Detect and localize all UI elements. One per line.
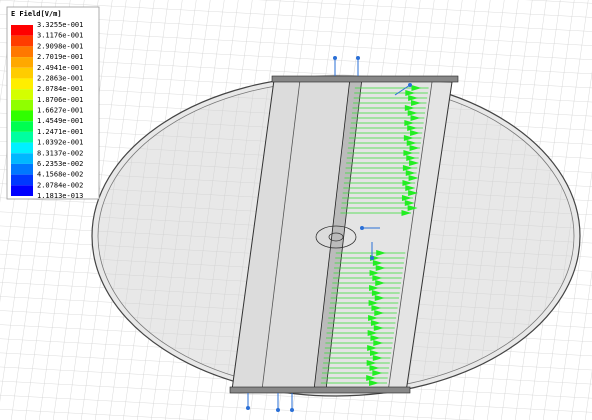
bottom-edge: [230, 387, 410, 393]
legend-swatch: [11, 143, 33, 154]
top-edge: [272, 76, 458, 82]
legend-title: E Field[V/m]: [11, 10, 62, 18]
legend-swatch: [11, 153, 33, 164]
legend-label: 2.7019e-001: [37, 53, 83, 61]
page: E Field[V/m] 3.3255e-001 3.1176e-001 2.909…: [0, 0, 592, 420]
legend-label: 3.1176e-001: [37, 32, 83, 40]
normal-arrow-head: [290, 408, 294, 412]
legend-swatch: [11, 132, 33, 143]
normal-arrow-head: [333, 56, 337, 60]
legend-swatch: [11, 100, 33, 111]
legend-label: 3.3255e-001: [37, 21, 83, 29]
legend-label: 2.0784e-002: [37, 181, 83, 189]
normal-arrow-head: [356, 56, 360, 60]
legend: 3.3255e-001 3.1176e-001 2.9098e-001 2.7019e…: [11, 21, 83, 200]
legend-swatch: [11, 121, 33, 132]
legend-label: 8.3137e-002: [37, 149, 83, 157]
legend-label: 1.0392e-001: [37, 139, 83, 147]
legend-label: 1.4549e-001: [37, 117, 83, 125]
normal-arrow-head: [276, 408, 280, 412]
legend-label: 4.1568e-002: [37, 171, 83, 179]
normal-arrow-head: [370, 256, 374, 260]
legend-swatch: [11, 185, 33, 196]
legend-label: 2.0784e-001: [37, 85, 83, 93]
legend-label: 2.9098e-001: [37, 42, 83, 50]
legend-swatch: [11, 78, 33, 89]
legend-label: 2.2863e-001: [37, 74, 83, 82]
legend-swatch: [11, 164, 33, 175]
legend-label: 1.8706e-001: [37, 96, 83, 104]
legend-swatch: [11, 36, 33, 47]
legend-swatch: [11, 111, 33, 122]
legend-swatch: [11, 57, 33, 68]
legend-label: 1.1813e-013: [37, 192, 83, 200]
legend-swatch: [11, 46, 33, 57]
field-plot-view: E Field[V/m] 3.3255e-001 3.1176e-001 2.909…: [0, 0, 592, 420]
normal-arrow-head: [360, 226, 364, 230]
legend-swatch: [11, 175, 33, 186]
normal-arrow-head: [246, 406, 250, 410]
legend-label: 2.4941e-001: [37, 64, 83, 72]
normal-arrow-head: [408, 83, 412, 87]
legend-swatch: [11, 25, 33, 36]
legend-label: 6.2353e-002: [37, 160, 83, 168]
legend-swatch: [11, 89, 33, 100]
legend-label: 1.6627e-001: [37, 107, 83, 115]
legend-swatch: [11, 68, 33, 79]
legend-label: 1.2471e-001: [37, 128, 83, 136]
